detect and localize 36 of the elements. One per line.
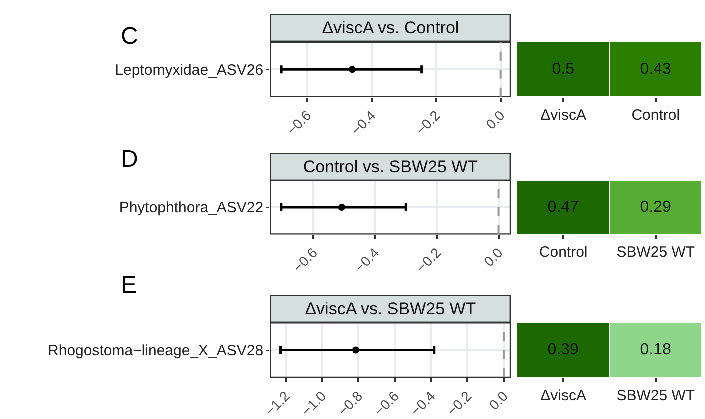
x-tick-label: −0.4 bbox=[348, 107, 380, 138]
y-tick-label: Leptomyxidae_ASV26 bbox=[115, 62, 264, 79]
text: C bbox=[121, 23, 138, 50]
text: E bbox=[121, 272, 138, 299]
x-tick-label: −0.2 bbox=[444, 388, 475, 419]
x-tick-label: −0.6 bbox=[371, 388, 402, 419]
category-label: Control bbox=[632, 106, 680, 124]
x-tick-label: 0.0 bbox=[486, 388, 512, 414]
category-label: ΔviscA bbox=[540, 387, 586, 404]
y-tick-label: Phytophthora_ASV22 bbox=[119, 200, 264, 217]
x-tick-label: −1.0 bbox=[298, 388, 330, 419]
x-tick-label: 0.0 bbox=[480, 244, 506, 270]
category-label: SBW25 WT bbox=[616, 244, 696, 262]
category-label: SBW25 WT bbox=[616, 387, 696, 404]
data-label: 0.47 bbox=[548, 198, 580, 216]
x-tick-label: −0.6 bbox=[290, 244, 321, 276]
data-label: 0.43 bbox=[640, 60, 672, 78]
x-tick-label: −1.2 bbox=[262, 388, 294, 419]
text: D bbox=[121, 146, 138, 173]
x-tick-label: −0.2 bbox=[413, 244, 444, 276]
data-label: 0.5 bbox=[552, 60, 575, 78]
x-tick-label: −0.6 bbox=[284, 107, 315, 138]
data-label: 0.18 bbox=[640, 342, 672, 359]
category-label: ΔviscA bbox=[540, 106, 586, 124]
y-tick-label: Rhogostoma−lineage_X_ASV28 bbox=[48, 342, 264, 360]
x-tick-label: −0.2 bbox=[412, 107, 444, 138]
chart-title: Control vs. SBW25 WT bbox=[303, 158, 478, 177]
chart-title: ΔviscA vs. SBW25 WT bbox=[305, 300, 476, 319]
x-tick-label: −0.4 bbox=[351, 244, 382, 276]
x-tick-label: 0.0 bbox=[482, 107, 508, 132]
data-label: 0.29 bbox=[640, 198, 672, 216]
x-tick-label: −0.4 bbox=[407, 388, 438, 419]
x-tick-label: −0.8 bbox=[334, 388, 366, 419]
category-label: Control bbox=[539, 244, 588, 262]
data-label: 0.39 bbox=[548, 342, 580, 359]
chart-title: ΔviscA vs. Control bbox=[322, 18, 460, 38]
